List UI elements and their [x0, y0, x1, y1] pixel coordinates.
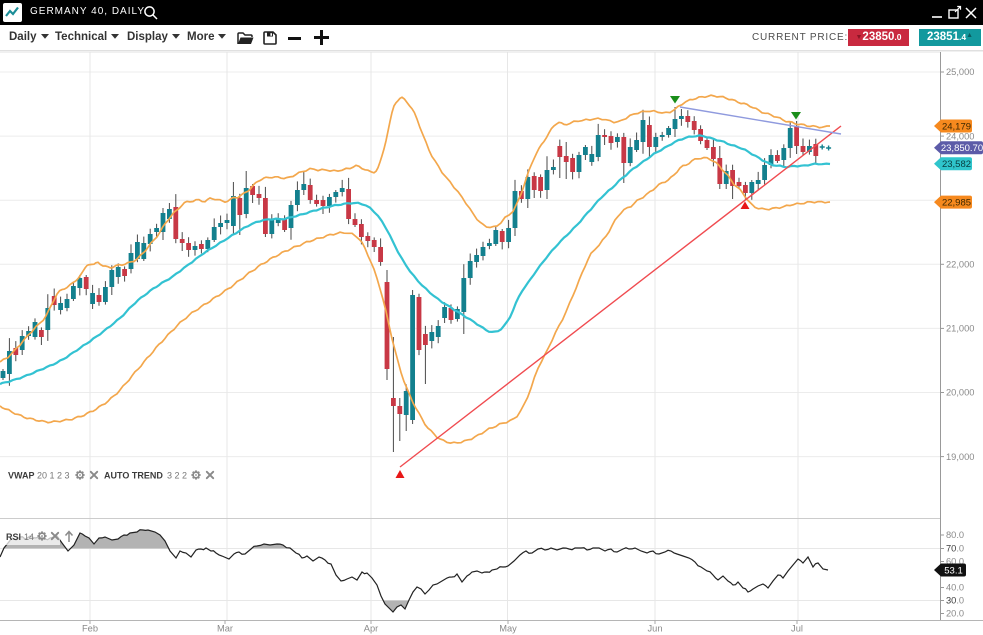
svg-text:AUTO TREND: AUTO TREND [104, 471, 163, 481]
svg-text:21,000: 21,000 [946, 324, 974, 334]
svg-text:Jul: Jul [791, 624, 803, 634]
svg-text:Apr: Apr [364, 624, 378, 634]
svg-text:20 1 2 3: 20 1 2 3 [37, 471, 70, 481]
svg-text:24,000: 24,000 [946, 131, 974, 141]
svg-text:19,000: 19,000 [946, 452, 974, 462]
svg-text:20.0: 20.0 [946, 609, 964, 619]
svg-text:May: May [499, 624, 517, 634]
svg-text:20,000: 20,000 [946, 388, 974, 398]
svg-text:23,582: 23,582 [942, 159, 971, 170]
svg-text:14: 14 [24, 532, 34, 542]
svg-text:70.0: 70.0 [946, 544, 964, 554]
svg-text:80.0: 80.0 [946, 530, 964, 540]
svg-text:60.0: 60.0 [946, 557, 964, 567]
svg-text:24,179: 24,179 [942, 121, 971, 132]
svg-text:23,850.70: 23,850.70 [941, 143, 983, 154]
svg-text:22,985: 22,985 [942, 198, 971, 209]
svg-text:25,000: 25,000 [946, 67, 974, 77]
svg-text:40.0: 40.0 [946, 583, 964, 593]
svg-text:3 2 2: 3 2 2 [167, 471, 187, 481]
svg-text:22,000: 22,000 [946, 260, 974, 270]
svg-text:RSI: RSI [6, 532, 21, 542]
svg-text:Mar: Mar [217, 624, 233, 634]
svg-text:Jun: Jun [648, 624, 663, 634]
svg-text:Feb: Feb [82, 624, 98, 634]
svg-text:53.1: 53.1 [944, 565, 963, 576]
svg-text:VWAP: VWAP [8, 471, 35, 481]
svg-text:30.0: 30.0 [946, 596, 964, 606]
